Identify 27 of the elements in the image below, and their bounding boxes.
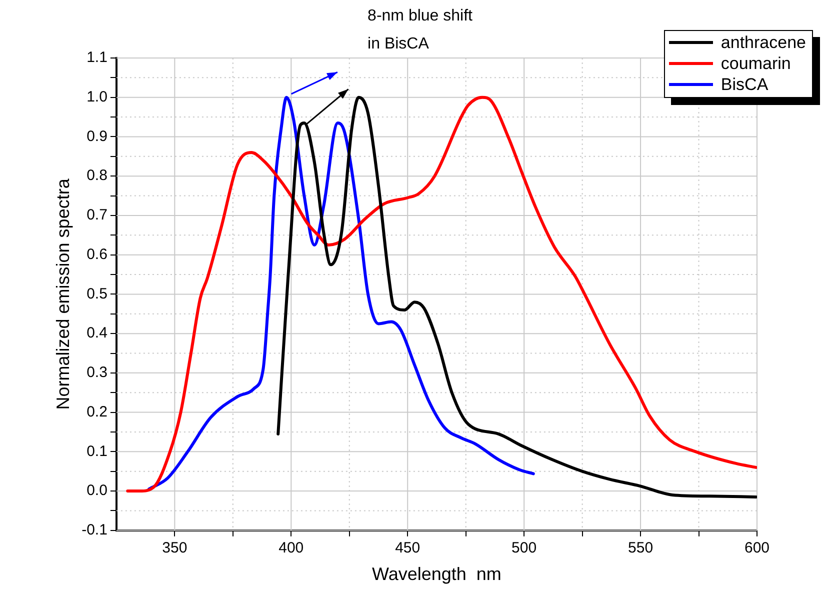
x-axis-title: Wavelength nm: [372, 564, 502, 584]
y-tick-label: 0.2: [86, 403, 108, 420]
y-tick-label: -0.1: [82, 522, 108, 539]
text: 8-nm blue shift in BisCA: [368, 7, 474, 52]
y-tick-label: 0.7: [86, 206, 108, 224]
y-tick-label: 0.8: [86, 167, 108, 184]
x-tick-label: 600: [744, 540, 770, 557]
x-tick-label: 350: [162, 540, 188, 557]
line-series: [148, 96, 535, 491]
y-tick-label: 0.1: [86, 442, 108, 460]
y-tick-label: 0.6: [86, 246, 108, 263]
y-tick-label: 0.0: [86, 482, 108, 500]
line-series: [126, 96, 757, 493]
x-tick-label: 500: [512, 540, 537, 557]
y-tick-label: 0.9: [86, 128, 108, 145]
y-tick-label: 1.1: [86, 49, 108, 66]
y-tick-label: 1.0: [86, 88, 108, 106]
legend-label: anthracene: [720, 32, 806, 53]
y-tick-label: 0.5: [86, 285, 108, 302]
y-axis-title: Normalized emission spectra: [52, 178, 73, 410]
y-tick-label: 0.3: [86, 364, 108, 382]
x-tick-label: 550: [628, 540, 654, 557]
legend-label: BisCA: [720, 74, 768, 95]
x-tick-label: 400: [278, 540, 304, 557]
x-tick-label: 450: [395, 540, 420, 557]
legend-label: coumarin: [720, 53, 791, 74]
y-tick-label: 0.4: [86, 324, 108, 342]
